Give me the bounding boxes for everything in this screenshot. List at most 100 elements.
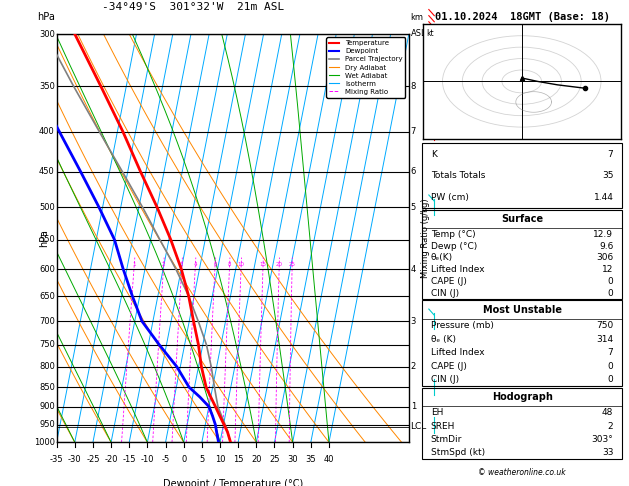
Text: 0: 0 bbox=[181, 455, 186, 464]
Text: 1: 1 bbox=[411, 402, 416, 411]
Text: 01.10.2024  18GMT (Base: 18): 01.10.2024 18GMT (Base: 18) bbox=[435, 12, 610, 22]
Text: LCL: LCL bbox=[410, 422, 426, 431]
Text: Pressure (mb): Pressure (mb) bbox=[431, 321, 494, 330]
Text: 25: 25 bbox=[269, 455, 280, 464]
Bar bbox=[423, 388, 621, 459]
Text: 3: 3 bbox=[180, 262, 184, 267]
Text: -35: -35 bbox=[50, 455, 64, 464]
Text: 650: 650 bbox=[39, 292, 55, 301]
Text: 2: 2 bbox=[162, 262, 165, 267]
Text: 7: 7 bbox=[608, 348, 613, 357]
Text: 750: 750 bbox=[596, 321, 613, 330]
Text: 6: 6 bbox=[411, 167, 416, 176]
Text: 800: 800 bbox=[39, 362, 55, 371]
Text: 5: 5 bbox=[411, 203, 416, 212]
Text: 314: 314 bbox=[596, 334, 613, 344]
Bar bbox=[423, 210, 621, 299]
Text: 400: 400 bbox=[39, 127, 55, 136]
Text: 1.44: 1.44 bbox=[594, 193, 613, 202]
Text: 30: 30 bbox=[287, 455, 298, 464]
Text: 0: 0 bbox=[608, 277, 613, 286]
Text: 750: 750 bbox=[39, 340, 55, 349]
Text: 1000: 1000 bbox=[34, 438, 55, 447]
Text: -10: -10 bbox=[141, 455, 154, 464]
Legend: Temperature, Dewpoint, Parcel Trajectory, Dry Adiabat, Wet Adiabat, Isotherm, Mi: Temperature, Dewpoint, Parcel Trajectory… bbox=[326, 37, 405, 98]
Text: 600: 600 bbox=[39, 264, 55, 274]
Text: θₑ(K): θₑ(K) bbox=[431, 253, 453, 262]
Text: 10: 10 bbox=[214, 455, 225, 464]
Text: ASL: ASL bbox=[411, 29, 426, 38]
Text: 35: 35 bbox=[602, 171, 613, 180]
Text: Mixing Ratio (g/kg): Mixing Ratio (g/kg) bbox=[421, 198, 430, 278]
Text: -20: -20 bbox=[104, 455, 118, 464]
Text: 0: 0 bbox=[608, 362, 613, 371]
Text: StmDir: StmDir bbox=[431, 435, 462, 444]
Text: 4: 4 bbox=[411, 264, 416, 274]
Text: Most Unstable: Most Unstable bbox=[482, 305, 562, 314]
Text: 8: 8 bbox=[411, 82, 416, 91]
Text: 4: 4 bbox=[194, 262, 197, 267]
Text: 12: 12 bbox=[602, 265, 613, 274]
Text: CIN (J): CIN (J) bbox=[431, 289, 459, 297]
Text: 7: 7 bbox=[608, 150, 613, 158]
Text: 20: 20 bbox=[251, 455, 262, 464]
Text: 2: 2 bbox=[411, 362, 416, 371]
Text: K: K bbox=[431, 150, 437, 158]
Text: 12.9: 12.9 bbox=[593, 230, 613, 239]
Bar bbox=[423, 143, 621, 208]
Text: θₑ (K): θₑ (K) bbox=[431, 334, 456, 344]
Text: hPa: hPa bbox=[39, 229, 49, 247]
Text: 6: 6 bbox=[213, 262, 216, 267]
Text: Temp (°C): Temp (°C) bbox=[431, 230, 476, 239]
Text: 550: 550 bbox=[39, 235, 55, 244]
Text: Totals Totals: Totals Totals bbox=[431, 171, 485, 180]
Text: 10: 10 bbox=[238, 262, 245, 267]
Text: 450: 450 bbox=[39, 167, 55, 176]
Text: StmSpd (kt): StmSpd (kt) bbox=[431, 448, 485, 457]
Text: Surface: Surface bbox=[501, 214, 543, 224]
Text: 3: 3 bbox=[411, 317, 416, 326]
Text: 0: 0 bbox=[608, 375, 613, 384]
Text: 9.6: 9.6 bbox=[599, 242, 613, 251]
Bar bbox=[423, 300, 621, 386]
Text: CIN (J): CIN (J) bbox=[431, 375, 459, 384]
Text: Dewp (°C): Dewp (°C) bbox=[431, 242, 477, 251]
Text: 1: 1 bbox=[132, 262, 136, 267]
Text: 500: 500 bbox=[39, 203, 55, 212]
Text: kt: kt bbox=[426, 29, 434, 38]
Text: hPa: hPa bbox=[37, 12, 55, 22]
Text: 25: 25 bbox=[289, 262, 296, 267]
Text: 350: 350 bbox=[39, 82, 55, 91]
Text: 700: 700 bbox=[39, 317, 55, 326]
Text: 8: 8 bbox=[228, 262, 231, 267]
Text: -30: -30 bbox=[68, 455, 82, 464]
Text: 306: 306 bbox=[596, 253, 613, 262]
Text: 15: 15 bbox=[233, 455, 243, 464]
Text: 48: 48 bbox=[602, 408, 613, 417]
Text: SREH: SREH bbox=[431, 422, 455, 431]
Text: 303°: 303° bbox=[592, 435, 613, 444]
Text: 0: 0 bbox=[608, 289, 613, 297]
Text: Lifted Index: Lifted Index bbox=[431, 265, 484, 274]
Text: -34°49'S  301°32'W  21m ASL: -34°49'S 301°32'W 21m ASL bbox=[103, 1, 285, 12]
Text: 33: 33 bbox=[602, 448, 613, 457]
Text: 20: 20 bbox=[276, 262, 282, 267]
Text: Dewpoint / Temperature (°C): Dewpoint / Temperature (°C) bbox=[163, 479, 303, 486]
Text: -5: -5 bbox=[162, 455, 170, 464]
Text: © weatheronline.co.uk: © weatheronline.co.uk bbox=[478, 468, 566, 477]
Text: 7: 7 bbox=[411, 127, 416, 136]
Text: 35: 35 bbox=[306, 455, 316, 464]
Text: CAPE (J): CAPE (J) bbox=[431, 277, 467, 286]
Text: 40: 40 bbox=[324, 455, 334, 464]
Text: 950: 950 bbox=[39, 420, 55, 429]
Text: 2: 2 bbox=[608, 422, 613, 431]
Text: Lifted Index: Lifted Index bbox=[431, 348, 484, 357]
Text: 900: 900 bbox=[39, 402, 55, 411]
Text: -15: -15 bbox=[123, 455, 136, 464]
Text: EH: EH bbox=[431, 408, 443, 417]
Text: km: km bbox=[411, 13, 424, 22]
Text: 5: 5 bbox=[199, 455, 204, 464]
Text: PW (cm): PW (cm) bbox=[431, 193, 469, 202]
Text: Hodograph: Hodograph bbox=[492, 392, 552, 402]
Text: 15: 15 bbox=[259, 262, 267, 267]
